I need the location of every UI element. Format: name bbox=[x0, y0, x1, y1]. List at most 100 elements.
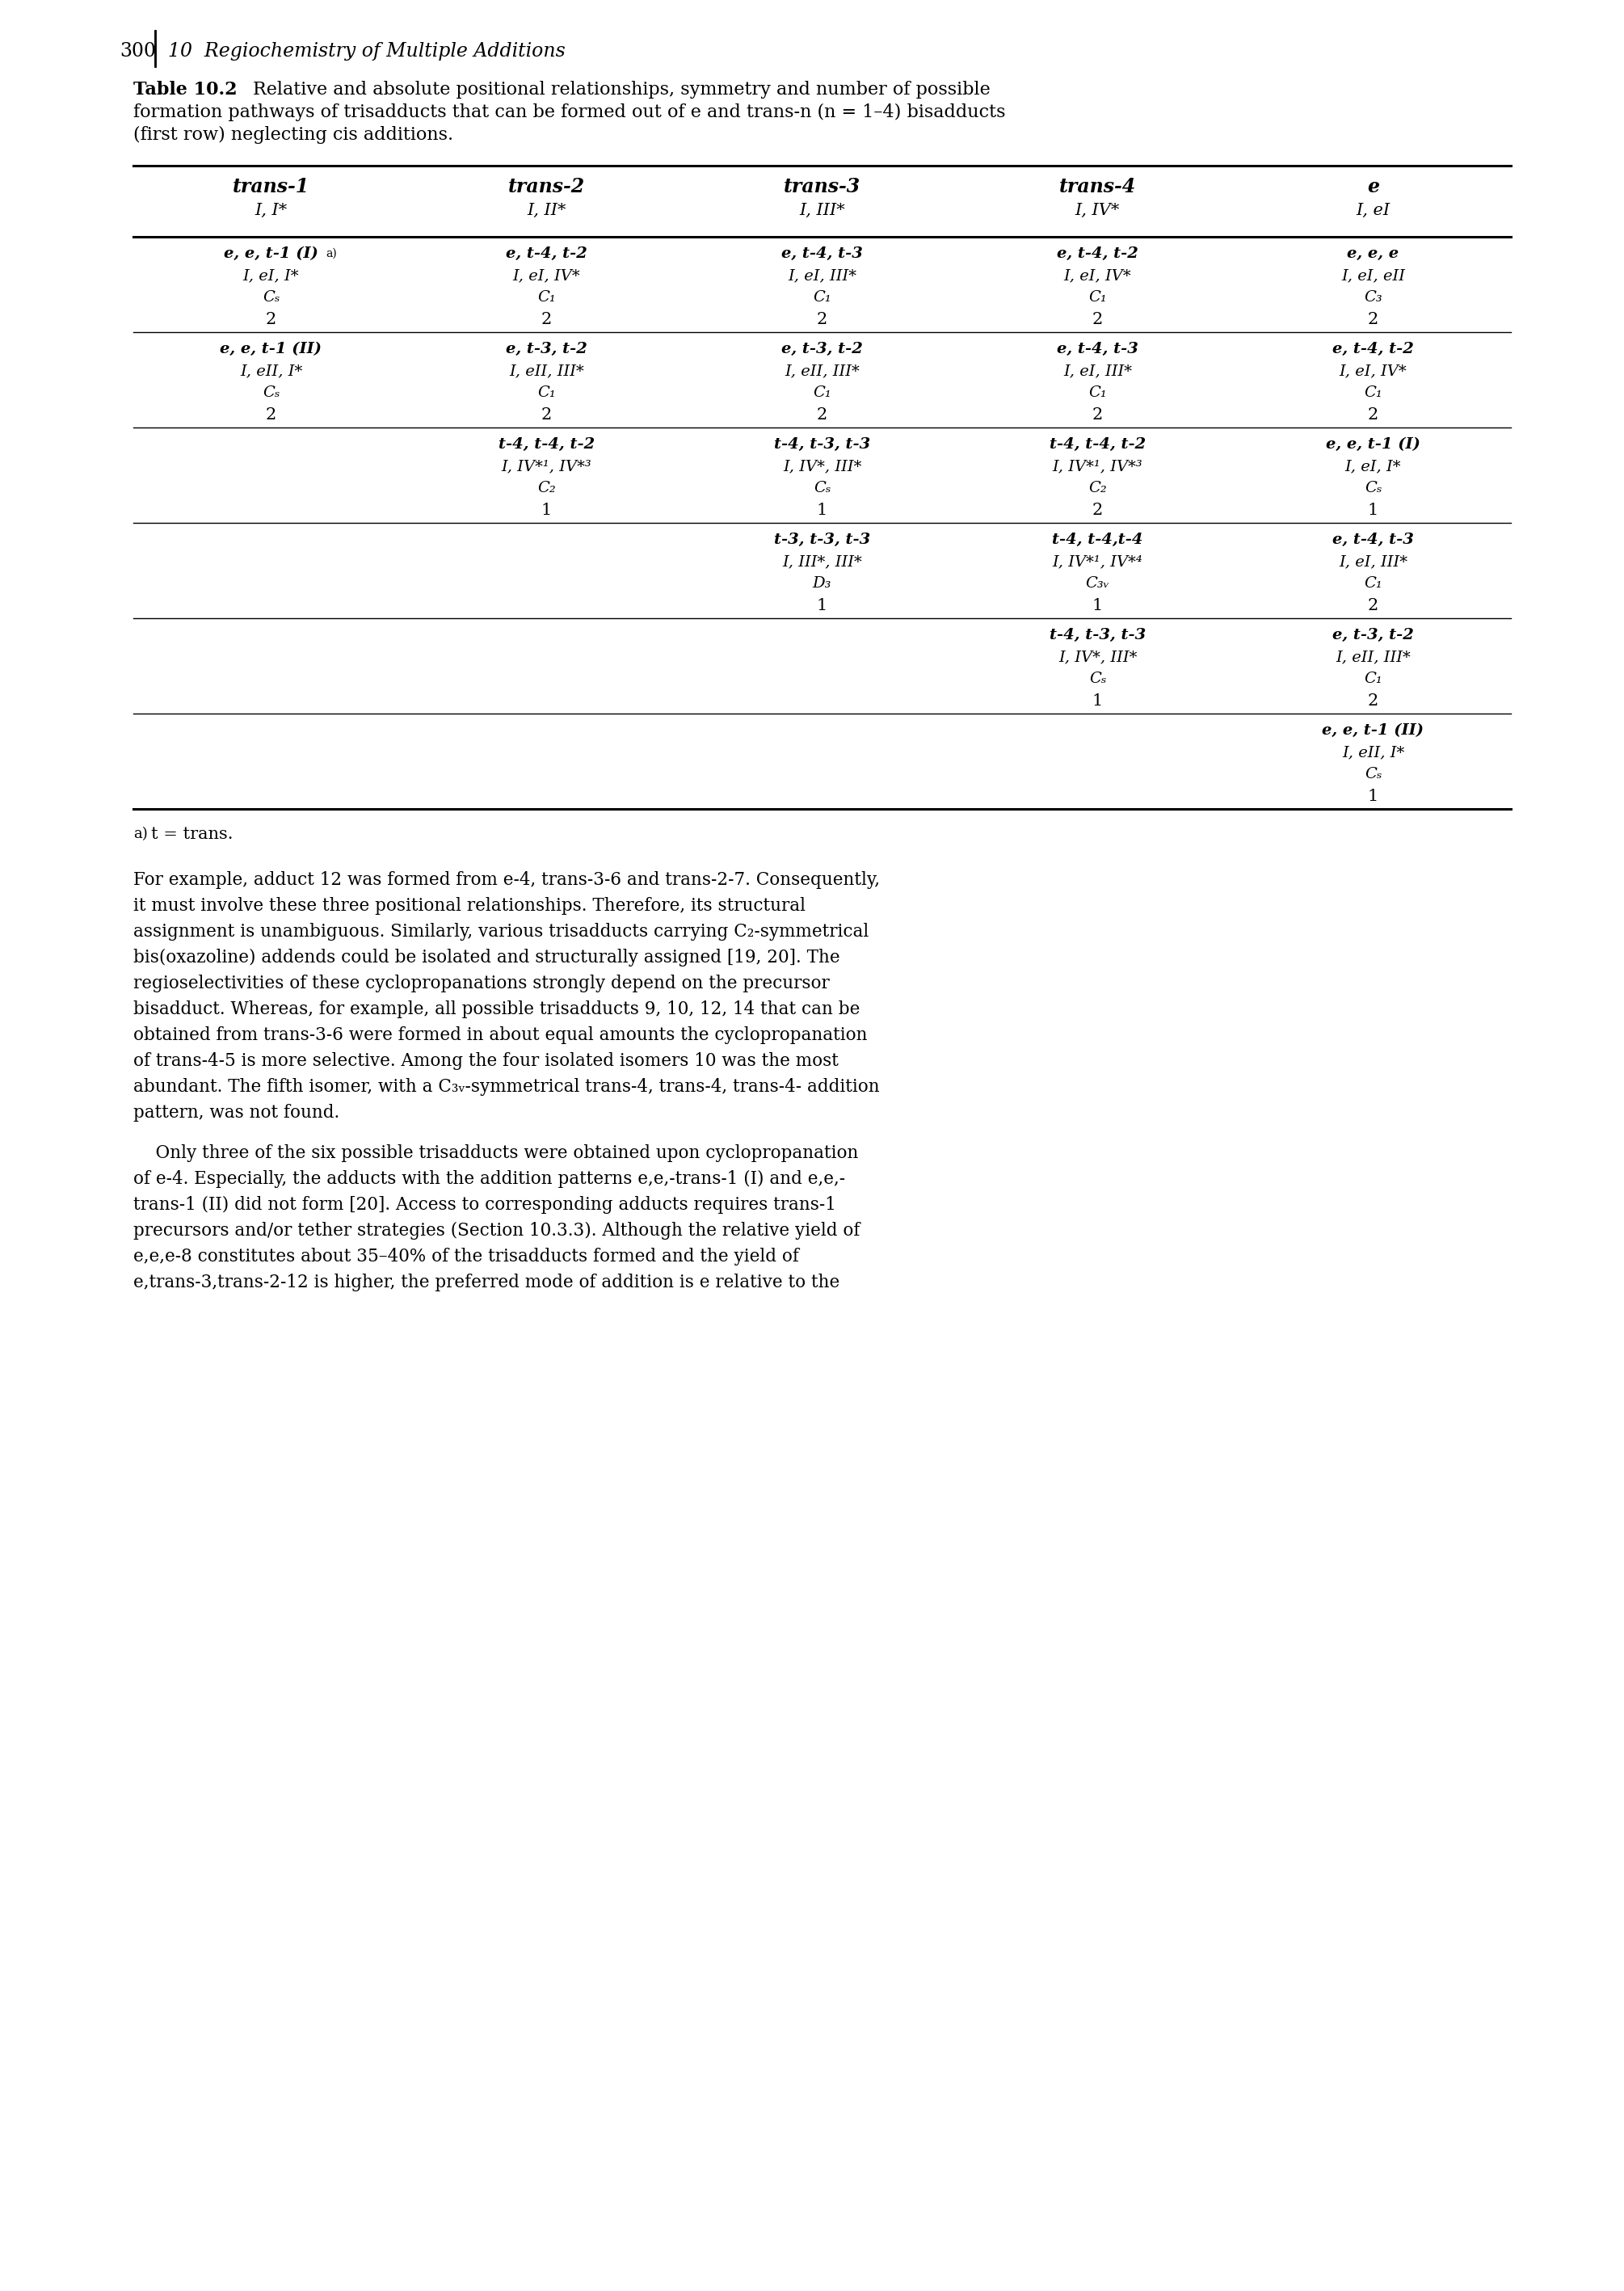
Text: C₁: C₁ bbox=[1364, 575, 1382, 591]
Text: I, IV*, III*: I, IV*, III* bbox=[783, 458, 861, 474]
Text: I, IV*: I, IV* bbox=[1075, 204, 1121, 218]
Text: C₁: C₁ bbox=[538, 385, 555, 401]
Text: I, eI, IV*: I, eI, IV* bbox=[513, 268, 580, 282]
Text: e,e,e-8 constitutes about 35–40% of the trisadducts formed and the yield of: e,e,e-8 constitutes about 35–40% of the … bbox=[133, 1249, 799, 1265]
Text: I, eI, III*: I, eI, III* bbox=[788, 268, 856, 282]
Text: I, IV*¹, IV*³: I, IV*¹, IV*³ bbox=[1052, 458, 1143, 474]
Text: I, eI, eII: I, eI, eII bbox=[1341, 268, 1405, 282]
Text: e, e, t-1 (I): e, e, t-1 (I) bbox=[1325, 438, 1421, 451]
Text: e, t-4, t-3: e, t-4, t-3 bbox=[781, 247, 862, 261]
Text: I, eII, I*: I, eII, I* bbox=[1341, 745, 1405, 761]
Text: I, eII, III*: I, eII, III* bbox=[1335, 651, 1411, 664]
Text: C₁: C₁ bbox=[814, 385, 831, 401]
Text: 2: 2 bbox=[541, 408, 552, 422]
Text: Cₛ: Cₛ bbox=[1364, 767, 1382, 781]
Text: 10  Regiochemistry of Multiple Additions: 10 Regiochemistry of Multiple Additions bbox=[167, 41, 565, 60]
Text: Cₛ: Cₛ bbox=[1364, 481, 1382, 495]
Text: of trans-4-5 is more selective. Among the four isolated isomers 10 was the most: of trans-4-5 is more selective. Among th… bbox=[133, 1052, 838, 1070]
Text: I, eI, IV*: I, eI, IV* bbox=[1340, 364, 1406, 378]
Text: I, III*: I, III* bbox=[799, 204, 844, 218]
Text: 300: 300 bbox=[120, 41, 156, 60]
Text: For example, adduct 12 was formed from e-4, trans-3-6 and trans-2-7. Consequentl: For example, adduct 12 was formed from e… bbox=[133, 871, 880, 889]
Text: 1: 1 bbox=[1093, 598, 1103, 614]
Text: e: e bbox=[1367, 176, 1379, 197]
Text: C₂: C₂ bbox=[1088, 481, 1108, 495]
Text: e, t-3, t-2: e, t-3, t-2 bbox=[781, 341, 862, 357]
Text: C₂: C₂ bbox=[538, 481, 555, 495]
Text: I, eII, I*: I, eII, I* bbox=[240, 364, 302, 378]
Text: 2: 2 bbox=[541, 312, 552, 328]
Text: of e-4. Especially, the adducts with the addition patterns e,e,-trans-1 (I) and : of e-4. Especially, the adducts with the… bbox=[133, 1171, 844, 1189]
Text: Cₛ: Cₛ bbox=[1090, 671, 1106, 685]
Text: Relative and absolute positional relationships, symmetry and number of possible: Relative and absolute positional relatio… bbox=[253, 80, 991, 99]
Text: Cₛ: Cₛ bbox=[263, 291, 279, 305]
Text: 1: 1 bbox=[1367, 788, 1379, 804]
Text: I, eI, IV*: I, eI, IV* bbox=[1064, 268, 1132, 282]
Text: trans-4: trans-4 bbox=[1059, 176, 1137, 197]
Text: 1: 1 bbox=[1367, 502, 1379, 518]
Text: 2: 2 bbox=[1367, 694, 1379, 708]
Text: a): a) bbox=[326, 247, 338, 259]
Text: formation pathways of trisadducts that can be formed out of e and trans-n (n = 1: formation pathways of trisadducts that c… bbox=[133, 103, 1005, 121]
Text: 1: 1 bbox=[1093, 694, 1103, 708]
Text: e, t-4, t-2: e, t-4, t-2 bbox=[505, 247, 588, 261]
Text: t-4, t-3, t-3: t-4, t-3, t-3 bbox=[1049, 628, 1147, 641]
Text: e, t-4, t-3: e, t-4, t-3 bbox=[1057, 341, 1138, 357]
Text: 2: 2 bbox=[1093, 312, 1103, 328]
Text: C₁: C₁ bbox=[538, 291, 555, 305]
Text: a): a) bbox=[133, 827, 148, 841]
Text: I, eI, I*: I, eI, I* bbox=[1345, 458, 1402, 474]
Text: t-4, t-4, t-2: t-4, t-4, t-2 bbox=[1049, 438, 1147, 451]
Text: e, t-4, t-3: e, t-4, t-3 bbox=[1332, 532, 1415, 548]
Text: e, t-3, t-2: e, t-3, t-2 bbox=[1332, 628, 1415, 641]
Text: precursors and/or tether strategies (Section 10.3.3). Although the relative yiel: precursors and/or tether strategies (Sec… bbox=[133, 1221, 861, 1239]
Text: assignment is unambiguous. Similarly, various trisadducts carrying C₂-symmetrica: assignment is unambiguous. Similarly, va… bbox=[133, 923, 869, 942]
Text: bisadduct. Whereas, for example, all possible trisadducts 9, 10, 12, 14 that can: bisadduct. Whereas, for example, all pos… bbox=[133, 1001, 861, 1017]
Text: regioselectivities of these cyclopropanations strongly depend on the precursor: regioselectivities of these cyclopropana… bbox=[133, 974, 830, 992]
Text: 2: 2 bbox=[1093, 408, 1103, 422]
Text: e, e, e: e, e, e bbox=[1348, 247, 1398, 261]
Text: Cₛ: Cₛ bbox=[263, 385, 279, 401]
Text: I, eII, III*: I, eII, III* bbox=[508, 364, 585, 378]
Text: Cₛ: Cₛ bbox=[814, 481, 831, 495]
Text: D₃: D₃ bbox=[812, 575, 831, 591]
Text: C₁: C₁ bbox=[1364, 671, 1382, 685]
Text: (first row) neglecting cis additions.: (first row) neglecting cis additions. bbox=[133, 126, 453, 144]
Text: C₁: C₁ bbox=[1088, 291, 1108, 305]
Text: 1: 1 bbox=[541, 502, 552, 518]
Text: I, IV*, III*: I, IV*, III* bbox=[1059, 651, 1137, 664]
Text: 2: 2 bbox=[817, 312, 828, 328]
Text: C₁: C₁ bbox=[1088, 385, 1108, 401]
Text: 2: 2 bbox=[266, 408, 276, 422]
Text: t = trans.: t = trans. bbox=[151, 827, 234, 843]
Text: bis(oxazoline) addends could be isolated and structurally assigned [19, 20]. The: bis(oxazoline) addends could be isolated… bbox=[133, 948, 840, 967]
Text: it must involve these three positional relationships. Therefore, its structural: it must involve these three positional r… bbox=[133, 898, 806, 914]
Text: I, eI: I, eI bbox=[1356, 204, 1390, 218]
Text: I, IV*¹, IV*⁴: I, IV*¹, IV*⁴ bbox=[1052, 554, 1143, 568]
Text: 2: 2 bbox=[1367, 408, 1379, 422]
Text: t-4, t-4, t-2: t-4, t-4, t-2 bbox=[499, 438, 594, 451]
Text: I, IV*¹, IV*³: I, IV*¹, IV*³ bbox=[502, 458, 591, 474]
Text: t-4, t-3, t-3: t-4, t-3, t-3 bbox=[775, 438, 870, 451]
Text: trans-3: trans-3 bbox=[784, 176, 861, 197]
Text: I, eI, III*: I, eI, III* bbox=[1064, 364, 1132, 378]
Text: 1: 1 bbox=[817, 502, 828, 518]
Text: trans-2: trans-2 bbox=[508, 176, 585, 197]
Text: C₃: C₃ bbox=[1364, 291, 1382, 305]
Text: I, II*: I, II* bbox=[528, 204, 567, 218]
Text: trans-1 (II) did not form [20]. Access to corresponding adducts requires trans-1: trans-1 (II) did not form [20]. Access t… bbox=[133, 1196, 836, 1214]
Text: pattern, was not found.: pattern, was not found. bbox=[133, 1104, 339, 1123]
Text: C₁: C₁ bbox=[1364, 385, 1382, 401]
Text: 2: 2 bbox=[1093, 502, 1103, 518]
Text: 2: 2 bbox=[266, 312, 276, 328]
Text: Table 10.2: Table 10.2 bbox=[133, 80, 237, 99]
Text: I, eII, III*: I, eII, III* bbox=[784, 364, 859, 378]
Text: t-4, t-4,t-4: t-4, t-4,t-4 bbox=[1052, 532, 1143, 548]
Text: e, t-4, t-2: e, t-4, t-2 bbox=[1332, 341, 1415, 357]
Text: I, eI, I*: I, eI, I* bbox=[244, 268, 299, 282]
Text: e, e, t-1 (II): e, e, t-1 (II) bbox=[221, 341, 322, 357]
Text: e, e, t-1 (II): e, e, t-1 (II) bbox=[1322, 724, 1424, 738]
Text: 2: 2 bbox=[1367, 312, 1379, 328]
Text: e, t-3, t-2: e, t-3, t-2 bbox=[505, 341, 588, 357]
Text: e, t-4, t-2: e, t-4, t-2 bbox=[1057, 247, 1138, 261]
